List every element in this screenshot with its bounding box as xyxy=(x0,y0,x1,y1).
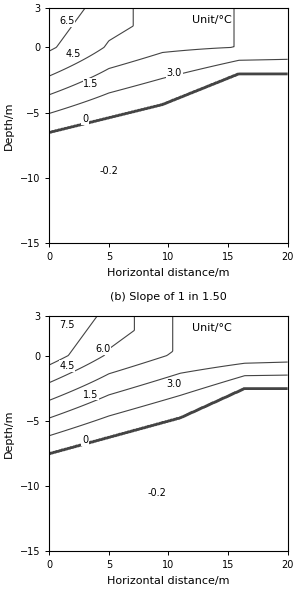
Text: 3.0: 3.0 xyxy=(167,68,182,78)
Text: 3.0: 3.0 xyxy=(167,379,182,389)
Text: 7.5: 7.5 xyxy=(59,320,75,330)
Text: Unit/°C: Unit/°C xyxy=(192,15,232,25)
Text: 0: 0 xyxy=(82,435,88,445)
Text: 1.5: 1.5 xyxy=(83,389,99,399)
Text: 6.5: 6.5 xyxy=(59,16,75,26)
Title: (b) Slope of 1 in 1.50: (b) Slope of 1 in 1.50 xyxy=(110,292,227,302)
Text: 4.5: 4.5 xyxy=(59,361,75,371)
Text: 4.5: 4.5 xyxy=(65,49,81,59)
Text: 0: 0 xyxy=(82,114,88,124)
Y-axis label: Depth/m: Depth/m xyxy=(4,409,14,458)
Text: 1.5: 1.5 xyxy=(83,79,99,89)
Text: 6.0: 6.0 xyxy=(95,344,111,354)
Text: Unit/°C: Unit/°C xyxy=(192,323,232,333)
X-axis label: Horizontal distance/m: Horizontal distance/m xyxy=(107,576,230,586)
X-axis label: Horizontal distance/m: Horizontal distance/m xyxy=(107,268,230,278)
Text: -0.2: -0.2 xyxy=(147,487,166,497)
Text: -0.2: -0.2 xyxy=(100,166,118,176)
Y-axis label: Depth/m: Depth/m xyxy=(4,101,14,150)
